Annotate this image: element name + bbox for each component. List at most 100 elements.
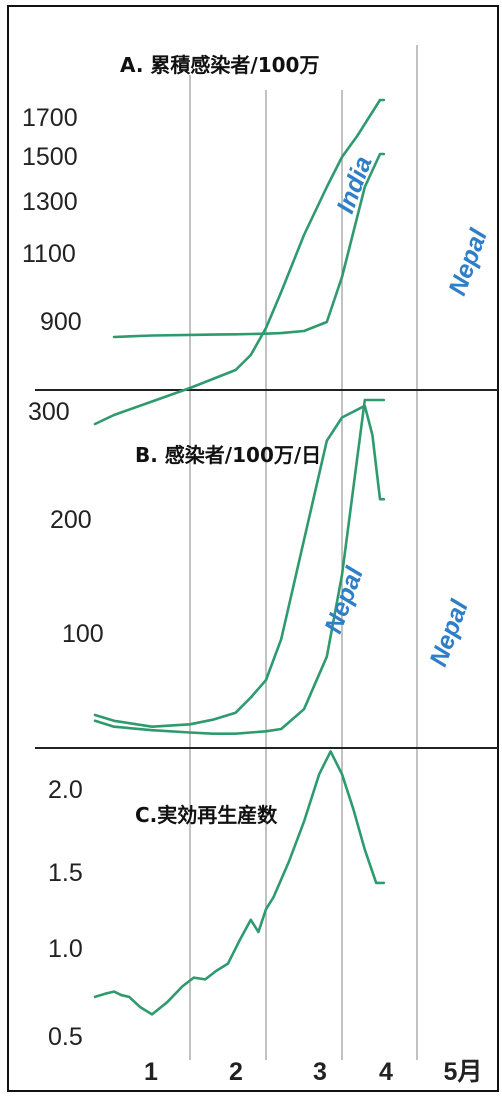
panel-a-series-india-point (189, 334, 191, 336)
panel-a-series-nepal-point (113, 414, 115, 416)
panel-b-series-nepal-2-point (375, 399, 378, 401)
panel-a-ytick: 1500 (22, 143, 78, 171)
panel-a-series-nepal-point (189, 387, 191, 389)
panel-dividers (35, 389, 498, 749)
panel-b-series-nepal-2-line (93, 398, 386, 735)
panel-a-series-india-point (325, 321, 328, 323)
panel-b-series-nepal-2-point (234, 732, 237, 735)
panel-c-series-r-point (151, 1013, 153, 1016)
panel-a-series-nepal-point (303, 234, 305, 236)
panel-c-series-r-point (227, 962, 229, 965)
panel-b-series-nepal-2-point (151, 729, 153, 732)
panel-c-series-r-point (166, 1001, 169, 1004)
x-axis-label: 4 (379, 1058, 393, 1086)
panel-c-series-r-point (249, 918, 252, 921)
panel-b-series-nepal-2-point (113, 725, 115, 728)
panel-a-series-nepal-point (265, 327, 267, 329)
panel-a-series-nepal-point (382, 99, 385, 101)
panel-a-title: A. 累積感染者/100万 (120, 53, 319, 77)
panel-b-series-nepal-1-point (363, 404, 366, 407)
panel-a-series-india-point (151, 334, 153, 337)
panel-c-series-r-point (120, 994, 123, 997)
panel-b-series-nepal-2-point (280, 728, 283, 730)
panel-b-series-nepal-1-point (211, 718, 214, 721)
panel-a-series-india-point (211, 333, 214, 336)
panel-c-series-r-point (363, 848, 366, 851)
panel-a-series-india-point (341, 276, 343, 278)
panel-b-series-nepal-1-point (303, 539, 305, 541)
panel-a-series-india-point (234, 333, 237, 336)
panel-b-series-nepal-2-point (265, 730, 267, 733)
panel-a-series-nepal-point (211, 378, 214, 380)
panel-b-ytick: 200 (50, 506, 92, 534)
panel-a-ytick: 900 (40, 308, 82, 336)
panel-c-ytick: 1.5 (48, 859, 83, 887)
panel-c-ytick: 2.0 (48, 776, 83, 804)
panel-c-series-r-point (375, 882, 378, 884)
panel-c: C.実効再生産数 2.0 1.5 1.0 0.5 (48, 750, 386, 1051)
x-axis-label: 1 (144, 1058, 158, 1086)
panel-a-series-india-point (265, 332, 267, 335)
panel-b-series-nepal-2-point (356, 457, 359, 460)
x-axis-label: 3 (313, 1058, 327, 1086)
panel-c-series-r-point (272, 896, 275, 898)
panel-b-series-nepal-1-point (151, 725, 153, 728)
panel-c-series-r-point (215, 969, 218, 972)
panel-c-series-r-point (94, 996, 96, 998)
panel-c-series-r-point (128, 996, 131, 998)
panel-c-series-r-point (303, 820, 305, 823)
panel-b-series-nepal-1-point (234, 711, 237, 714)
panel-b-series-nepal-1-point (249, 696, 252, 699)
panel-b-series-nepal-1-line (93, 404, 386, 728)
panel-c-title: C.実効再生産数 (135, 803, 278, 827)
panel-a-ytick: 1100 (22, 240, 76, 268)
panel-b-series-nepal-2-point (303, 708, 305, 711)
panel-b-series-nepal-1-point (113, 719, 115, 722)
panel-c-series-r-point (382, 882, 385, 884)
panel-c-series-r-point (192, 976, 195, 979)
panel-b-series-nepal-1-point (265, 679, 267, 681)
panel-a-ytick: 1700 (22, 104, 78, 132)
figure-frame (7, 5, 499, 1092)
panel-a-series-india-line (112, 152, 386, 339)
panel-c-series-r-point (105, 992, 108, 995)
panel-c-series-r-point (287, 861, 290, 863)
panel-a-series-india-point (113, 336, 115, 338)
panel-a-series-india-point (379, 153, 381, 155)
panel-b-series-nepal-2-point (341, 574, 343, 576)
panel-a-series-nepal-point (379, 99, 381, 101)
panel-c-series-r-point (329, 750, 332, 753)
panel-b-title: B. 感染者/100万/日 (135, 443, 321, 467)
x-axis-label: 2 (229, 1058, 243, 1086)
panel-a-ytick: 1300 (22, 188, 78, 216)
panel-c-series-r-point (181, 985, 184, 988)
panel-c-series-r-point (139, 1006, 142, 1009)
panel-c-series-r-point (352, 808, 355, 811)
panel-b-series-nepal-2-point (211, 732, 214, 735)
panel-c-series-r-point (341, 773, 343, 776)
panel-a-series-nepal-point (341, 156, 343, 158)
panel-b-series-nepal-2-point (189, 731, 191, 734)
panel-b-series-nepal-1-point (341, 416, 343, 419)
panel-b-series-nepal-2-point (94, 719, 96, 722)
panel-a-series-nepal-point (249, 354, 252, 356)
panel-b-series-nepal-2-point (325, 655, 328, 658)
panel-c-series-r-point (238, 939, 241, 942)
panel-a-series-india-point (303, 330, 305, 332)
panel-b-series-nepal-2-point (382, 399, 385, 401)
panel-a-series-india-point (363, 186, 366, 188)
panel-b-ytick: 300 (28, 398, 70, 426)
panel-b-series-nepal-1-point (189, 723, 191, 726)
panel-a-series-nepal-point (280, 291, 283, 293)
panel-c-series-r-point (265, 908, 267, 911)
panel-b-series-nepal-1-point (382, 498, 385, 501)
panel-b-series-nepal-1-point (325, 439, 328, 442)
panel-b-series-nepal-2-point (249, 731, 252, 734)
x-axis: 1 2 3 4 5月 (144, 1058, 482, 1086)
panel-c-ytick: 0.5 (48, 1023, 83, 1051)
panel-a-series-nepal-point (151, 400, 153, 403)
panel-b-ytick: 100 (62, 620, 104, 648)
panel-a-series-nepal-point (325, 186, 328, 188)
panel-b-series-nepal-1-point (280, 638, 283, 641)
